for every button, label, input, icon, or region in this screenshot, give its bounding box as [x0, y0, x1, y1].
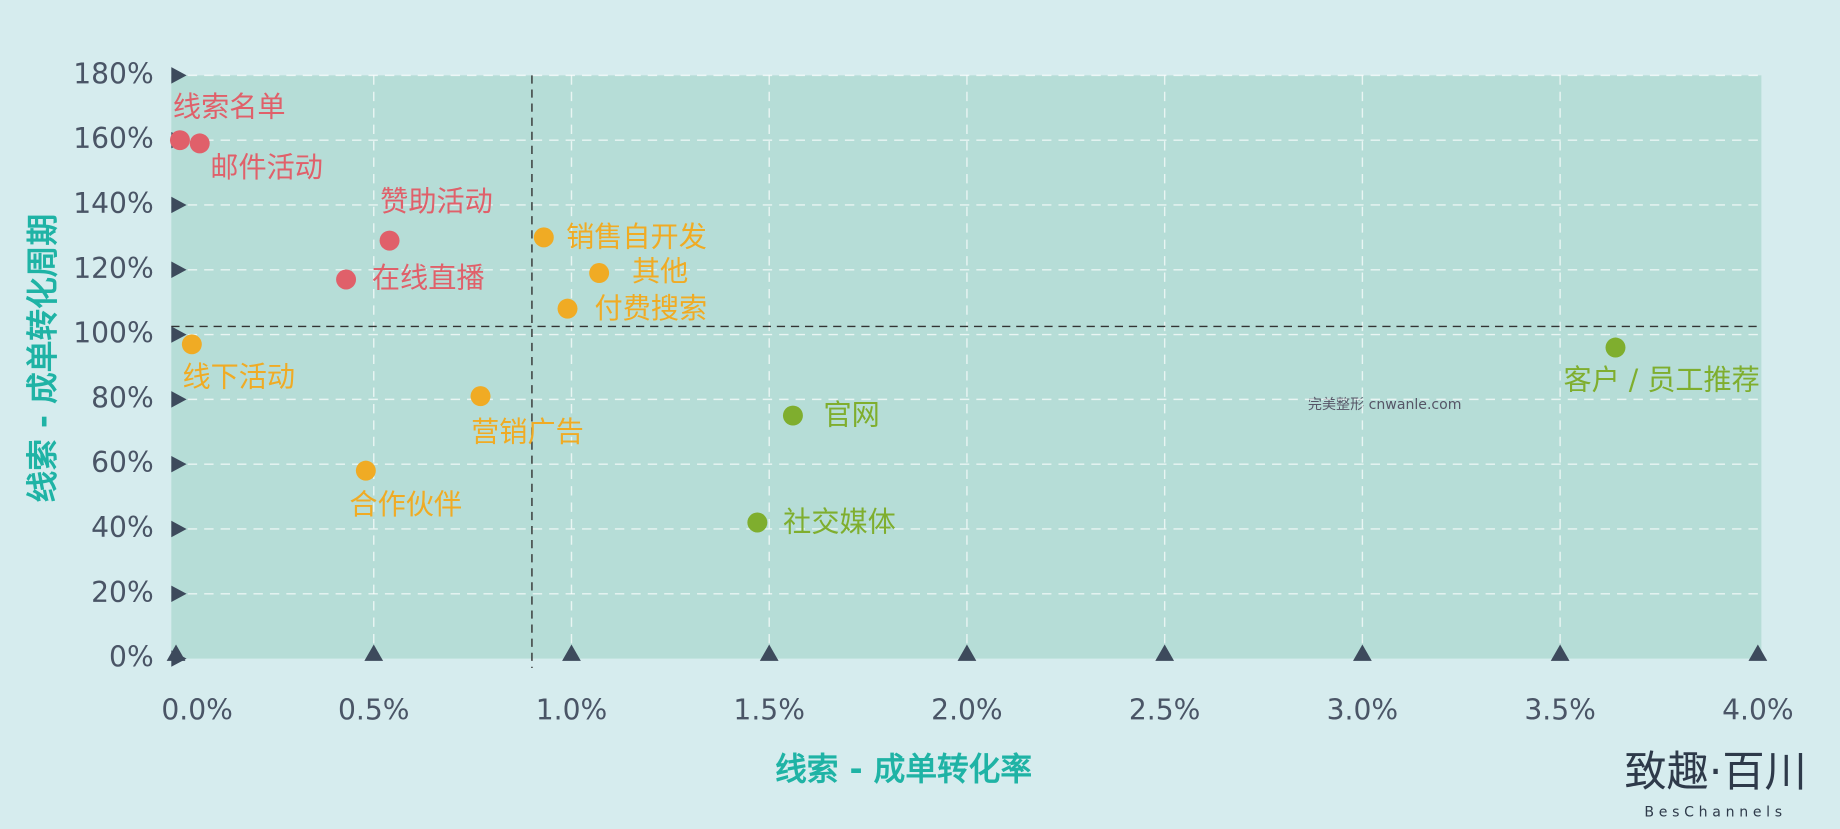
point — [189, 133, 210, 154]
x-tick — [166, 644, 186, 661]
point-label: 营销广告 — [471, 416, 584, 449]
x-tick-label: 1.0% — [536, 693, 608, 726]
x-tick-label: 3.5% — [1524, 693, 1596, 726]
logo: 致趣·百川 — [1624, 747, 1806, 796]
point-label: 客户 / 员工推荐 — [1564, 364, 1760, 397]
y-tick — [171, 326, 187, 343]
point — [379, 230, 400, 251]
y-tick-label: 120% — [73, 252, 154, 285]
point-label: 付费搜索 — [595, 292, 708, 325]
y-tick — [171, 261, 187, 278]
point-label: 赞助活动 — [380, 185, 493, 218]
point-label: 线索名单 — [173, 90, 286, 123]
y-tick-label: 100% — [73, 317, 154, 350]
y-tick-label: 80% — [91, 381, 154, 414]
x-tick-label: 0.0% — [161, 693, 233, 726]
point — [181, 334, 202, 355]
plot-area — [171, 75, 1762, 659]
x-tick-label: 3.0% — [1327, 693, 1399, 726]
y-tick-label: 160% — [73, 122, 154, 155]
x-tick — [759, 644, 779, 661]
y-axis-title: 线索 - 成单转化周期 — [26, 214, 62, 503]
point — [747, 512, 768, 533]
x-tick — [1550, 644, 1570, 661]
point — [355, 460, 376, 481]
x-tick-label: 1.5% — [733, 693, 805, 726]
y-tick — [171, 585, 187, 602]
y-tick — [171, 67, 187, 84]
x-tick — [1748, 644, 1768, 661]
x-tick — [562, 644, 581, 661]
x-tick — [1155, 644, 1175, 661]
point — [170, 130, 190, 151]
y-tick-label: 180% — [73, 57, 154, 90]
point — [557, 298, 578, 319]
y-tick-label: 40% — [91, 511, 154, 544]
y-tick-label: 60% — [91, 446, 154, 479]
x-tick-label: 2.5% — [1129, 693, 1201, 726]
x-axis-title: 线索 - 成单转化率 — [775, 752, 1032, 788]
y-tick — [171, 455, 187, 473]
point-label: 线下活动 — [182, 360, 295, 393]
point — [1605, 337, 1626, 358]
x-tick — [957, 644, 977, 661]
point-label: 销售自开发 — [566, 221, 707, 254]
point — [533, 227, 554, 248]
point-label: 官网 — [823, 399, 879, 432]
y-tick-label: 0% — [109, 641, 154, 674]
point — [782, 405, 803, 426]
point — [470, 386, 491, 407]
logo-sub: BesChannels — [1644, 804, 1786, 820]
point-label: 合作伙伴 — [349, 488, 462, 521]
y-tick-label: 140% — [73, 187, 154, 220]
x-tick-label: 2.0% — [931, 693, 1003, 726]
x-tick-label: 4.0% — [1722, 693, 1794, 726]
point — [589, 263, 610, 283]
y-tick — [171, 391, 187, 408]
x-tick — [1353, 644, 1372, 661]
x-tick-label: 0.5% — [338, 693, 410, 726]
point-label: 邮件活动 — [210, 151, 323, 184]
point-label: 社交媒体 — [783, 506, 896, 539]
y-tick — [171, 520, 187, 538]
watermark: 完美整形 cnwanle.com — [1308, 397, 1462, 413]
point-label: 其他 — [632, 255, 688, 288]
point — [336, 269, 357, 290]
point-label: 在线直播 — [372, 261, 485, 294]
x-tick — [364, 644, 384, 661]
y-tick-label: 20% — [91, 576, 154, 609]
y-tick — [171, 196, 187, 214]
